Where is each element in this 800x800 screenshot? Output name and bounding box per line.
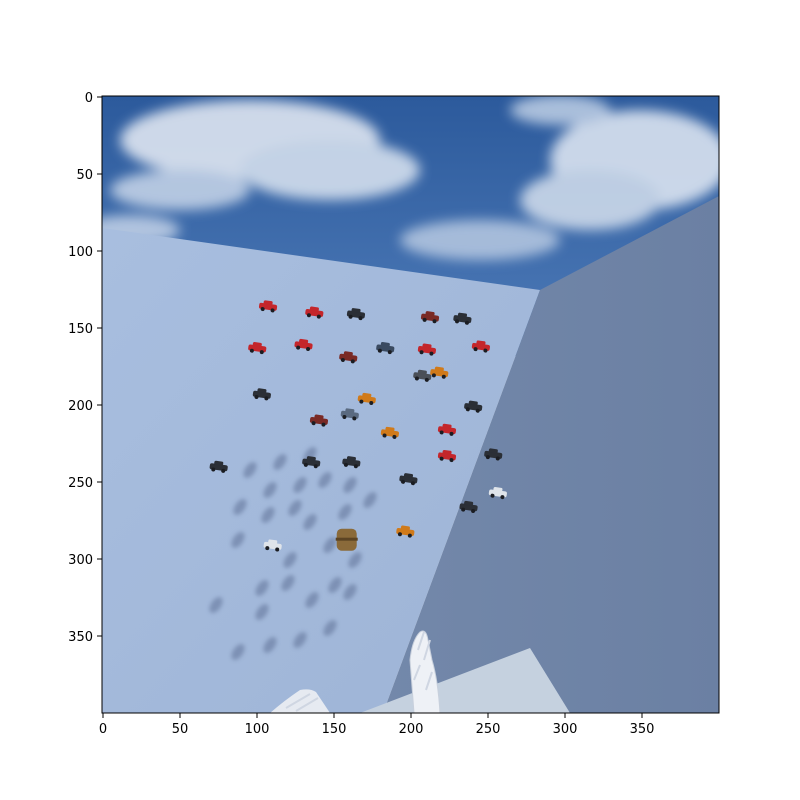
car-object xyxy=(380,426,399,439)
y-tick-label: 100 xyxy=(68,245,93,260)
y-tick-label: 150 xyxy=(68,322,93,337)
y-tick-label: 300 xyxy=(68,553,93,568)
car-object xyxy=(430,366,449,379)
car-object xyxy=(376,341,395,355)
barrel-object xyxy=(335,528,358,551)
car-object xyxy=(459,500,478,513)
y-tick-label: 0 xyxy=(85,91,93,106)
x-tick-label: 350 xyxy=(630,722,655,737)
x-tick-label: 50 xyxy=(172,722,189,737)
car-object xyxy=(420,311,440,324)
y-tick-label: 200 xyxy=(68,399,93,414)
car-object xyxy=(437,423,457,436)
car-object xyxy=(396,525,415,538)
car-object xyxy=(252,388,271,401)
car-object xyxy=(302,456,321,469)
x-tick-label: 200 xyxy=(399,722,424,737)
x-tick-label: 150 xyxy=(322,722,347,737)
x-tick-label: 250 xyxy=(476,722,501,737)
car-object xyxy=(399,473,418,486)
car-object xyxy=(453,312,472,325)
y-tick-label: 50 xyxy=(76,168,93,183)
y-axis: 0 50 100 150 200 250 300 350 xyxy=(68,91,102,645)
car-object xyxy=(488,486,507,500)
car-object xyxy=(357,392,376,405)
car-object xyxy=(464,400,483,413)
car-object xyxy=(342,456,361,469)
car-object xyxy=(437,449,457,463)
car-object xyxy=(346,308,366,321)
x-axis: 0 50 100 150 200 250 300 350 xyxy=(99,713,655,737)
car-object xyxy=(484,448,503,461)
clouds xyxy=(102,96,719,260)
car-object xyxy=(417,343,436,356)
car-object xyxy=(340,408,359,421)
car-object xyxy=(263,539,282,552)
x-tick-label: 300 xyxy=(553,722,578,737)
y-tick-label: 350 xyxy=(68,630,93,645)
car-object xyxy=(209,460,228,473)
game-viewport[interactable] xyxy=(80,95,730,713)
car-object xyxy=(305,306,324,319)
car-object xyxy=(339,351,358,364)
car-object xyxy=(248,341,267,355)
x-tick-label: 0 xyxy=(99,722,107,737)
right-wall xyxy=(383,196,719,713)
car-object xyxy=(309,414,329,427)
car-object xyxy=(294,338,313,352)
scene-objects xyxy=(209,300,507,552)
car-object xyxy=(258,300,278,313)
car-object xyxy=(413,369,432,382)
car-object xyxy=(471,340,490,353)
shadows xyxy=(209,447,377,660)
x-tick-label: 100 xyxy=(245,722,270,737)
y-tick-label: 250 xyxy=(68,476,93,491)
player-hand xyxy=(270,630,441,713)
